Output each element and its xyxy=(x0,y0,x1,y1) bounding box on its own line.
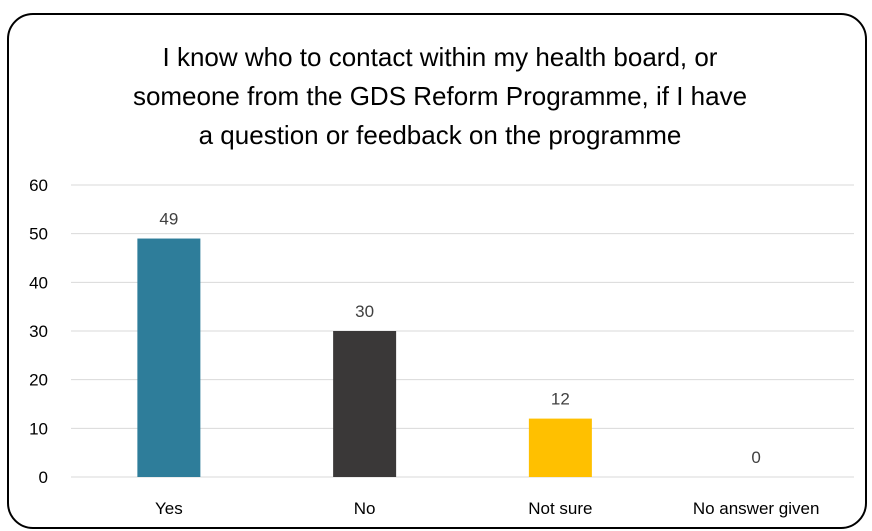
chart-title-line-3: a question or feedback on the programme xyxy=(198,120,682,150)
data-labels: 49 30 12 0 xyxy=(159,210,760,467)
x-axis-ticks: Yes No Not sure No answer given xyxy=(155,499,819,518)
x-tick-label: Not sure xyxy=(528,499,592,518)
y-tick-label: 10 xyxy=(29,419,48,438)
y-tick-label: 20 xyxy=(29,371,48,390)
y-tick-label: 0 xyxy=(39,468,48,487)
bar-yes xyxy=(137,238,201,477)
x-tick-label: No answer given xyxy=(693,499,820,518)
bar-no xyxy=(333,331,397,477)
bars xyxy=(137,238,592,477)
chart-title-line-1: I know who to contact within my health b… xyxy=(162,42,718,72)
chart-title-line-2: someone from the GDS Reform Programme, i… xyxy=(132,81,748,111)
x-tick-label: Yes xyxy=(155,499,183,518)
data-label: 0 xyxy=(751,448,760,467)
y-tick-label: 60 xyxy=(29,176,48,195)
data-label: 12 xyxy=(551,390,570,409)
chart-title: I know who to contact within my health b… xyxy=(100,38,780,155)
data-label: 49 xyxy=(159,210,178,229)
y-tick-label: 50 xyxy=(29,225,48,244)
gridlines xyxy=(71,184,854,478)
y-tick-label: 40 xyxy=(29,273,48,292)
y-axis-ticks: 0 10 20 30 40 50 60 xyxy=(29,176,48,487)
bar-not-sure xyxy=(528,418,592,477)
y-tick-label: 30 xyxy=(29,322,48,341)
data-label: 30 xyxy=(355,302,374,321)
x-tick-label: No xyxy=(354,499,376,518)
